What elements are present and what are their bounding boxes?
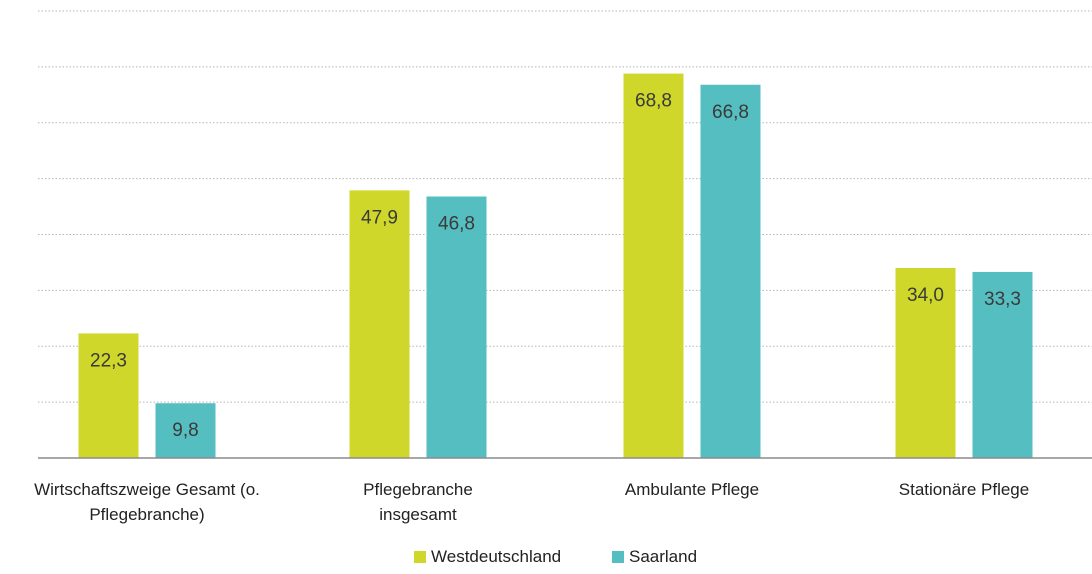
bar-westdeutschland-2 <box>623 73 684 458</box>
legend-label-westdeutschland: Westdeutschland <box>431 547 561 566</box>
data-label: 33,3 <box>984 289 1021 310</box>
legend-swatch-westdeutschland <box>414 551 426 563</box>
bar-westdeutschland-1 <box>349 190 410 458</box>
bar-westdeutschland-0 <box>78 333 139 458</box>
data-label: 47,9 <box>361 207 398 228</box>
data-label: 66,8 <box>712 102 749 123</box>
bar-saarland-2 <box>700 84 761 458</box>
data-label: 22,3 <box>90 350 127 371</box>
bar-westdeutschland-3 <box>895 268 956 458</box>
legend: Westdeutschland Saarland <box>414 547 697 566</box>
category-label: Wirtschaftszweige Gesamt (o. Pflegebranch… <box>34 480 260 524</box>
category-label: Stationäre Pflege <box>899 480 1029 499</box>
data-label: 9,8 <box>172 420 198 441</box>
data-label: 46,8 <box>438 214 475 235</box>
bar-saarland-1 <box>426 196 487 458</box>
bars: 22,3 47,9 68,8 34,0 9,8 46,8 66,8 33,3 <box>78 73 1033 458</box>
gridlines <box>38 10 1092 403</box>
bar-saarland-3 <box>972 271 1033 458</box>
category-label: Pflegebranche insgesamt <box>363 480 473 524</box>
bar-saarland-0 <box>155 403 216 458</box>
category-label: Ambulante Pflege <box>625 480 759 499</box>
data-label: 34,0 <box>907 285 944 306</box>
category-labels: Wirtschaftszweige Gesamt (o. Pflegebranch… <box>34 480 1029 524</box>
data-label: 68,8 <box>635 91 672 112</box>
legend-label-saarland: Saarland <box>629 547 697 566</box>
legend-swatch-saarland <box>612 551 624 563</box>
